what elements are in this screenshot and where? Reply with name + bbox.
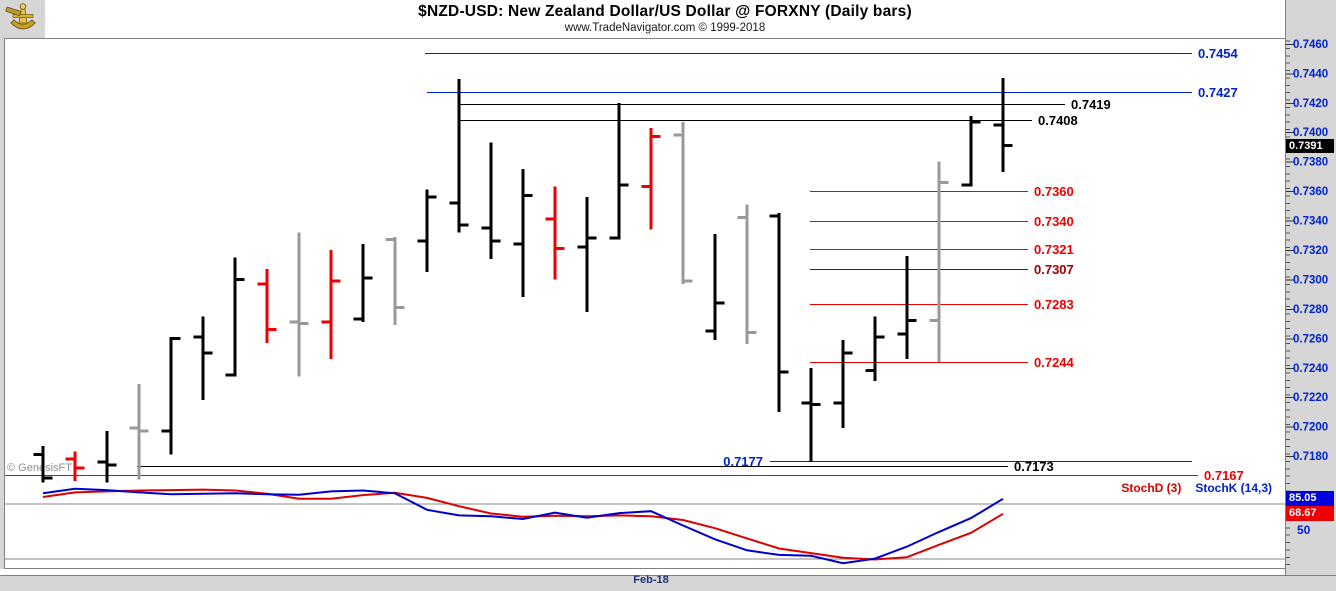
plot-area-background bbox=[4, 38, 1285, 568]
svg-text:0.7419: 0.7419 bbox=[1071, 97, 1111, 112]
svg-text:0.7173: 0.7173 bbox=[1014, 459, 1054, 474]
svg-text:0.7440: 0.7440 bbox=[1293, 68, 1328, 80]
last-price-badge: 0.7391 bbox=[1286, 139, 1334, 153]
title-band: $NZD-USD: New Zealand Dollar/US Dollar @… bbox=[45, 0, 1285, 38]
svg-text:0.7427: 0.7427 bbox=[1198, 85, 1238, 100]
svg-text:0.7321: 0.7321 bbox=[1034, 242, 1074, 257]
svg-text:0.7200: 0.7200 bbox=[1293, 422, 1328, 434]
svg-text:0.7360: 0.7360 bbox=[1293, 186, 1328, 198]
svg-text:0.7400: 0.7400 bbox=[1293, 127, 1328, 139]
stoch-legend: StochD (3) StochK (14,3) bbox=[1121, 481, 1272, 495]
svg-text:0.7460: 0.7460 bbox=[1293, 39, 1328, 51]
svg-text:0.7307: 0.7307 bbox=[1034, 262, 1074, 277]
svg-text:0.7167: 0.7167 bbox=[1204, 468, 1244, 483]
svg-text:0.7340: 0.7340 bbox=[1293, 216, 1328, 228]
stochd-value-badge: 68.67 bbox=[1286, 506, 1334, 521]
svg-text:0.7240: 0.7240 bbox=[1293, 363, 1328, 375]
stochk-legend-label: StochK (14,3) bbox=[1195, 481, 1272, 495]
svg-text:0.7454: 0.7454 bbox=[1198, 46, 1239, 61]
svg-text:0.7280: 0.7280 bbox=[1293, 304, 1328, 316]
trade-navigator-logo-icon bbox=[4, 2, 42, 41]
svg-text:0.7320: 0.7320 bbox=[1293, 245, 1328, 257]
svg-text:0.7408: 0.7408 bbox=[1038, 113, 1078, 128]
svg-text:0.7244: 0.7244 bbox=[1034, 355, 1075, 370]
stochk-value-badge: 85.05 bbox=[1286, 491, 1334, 506]
stoch-50-label: 50 bbox=[1297, 523, 1311, 537]
date-axis-label: Feb-18 bbox=[633, 574, 669, 586]
svg-text:0.7300: 0.7300 bbox=[1293, 274, 1328, 286]
svg-text:0.7360: 0.7360 bbox=[1034, 184, 1074, 199]
svg-text:0.7380: 0.7380 bbox=[1293, 157, 1328, 169]
svg-text:0.7260: 0.7260 bbox=[1293, 333, 1328, 345]
svg-text:0.7180: 0.7180 bbox=[1293, 451, 1328, 463]
chart-subtitle: www.TradeNavigator.com © 1999-2018 bbox=[564, 22, 766, 34]
stochd-legend-label: StochD (3) bbox=[1121, 481, 1182, 495]
chart-title: $NZD-USD: New Zealand Dollar/US Dollar @… bbox=[418, 3, 912, 20]
svg-text:0.7220: 0.7220 bbox=[1293, 392, 1328, 404]
svg-text:0.7420: 0.7420 bbox=[1293, 98, 1328, 110]
svg-text:0.7340: 0.7340 bbox=[1034, 214, 1074, 229]
watermark: © GenesisFT bbox=[7, 462, 72, 474]
date-axis-band bbox=[0, 569, 1285, 575]
svg-text:0.7177: 0.7177 bbox=[723, 454, 763, 469]
svg-text:0.7283: 0.7283 bbox=[1034, 297, 1074, 312]
